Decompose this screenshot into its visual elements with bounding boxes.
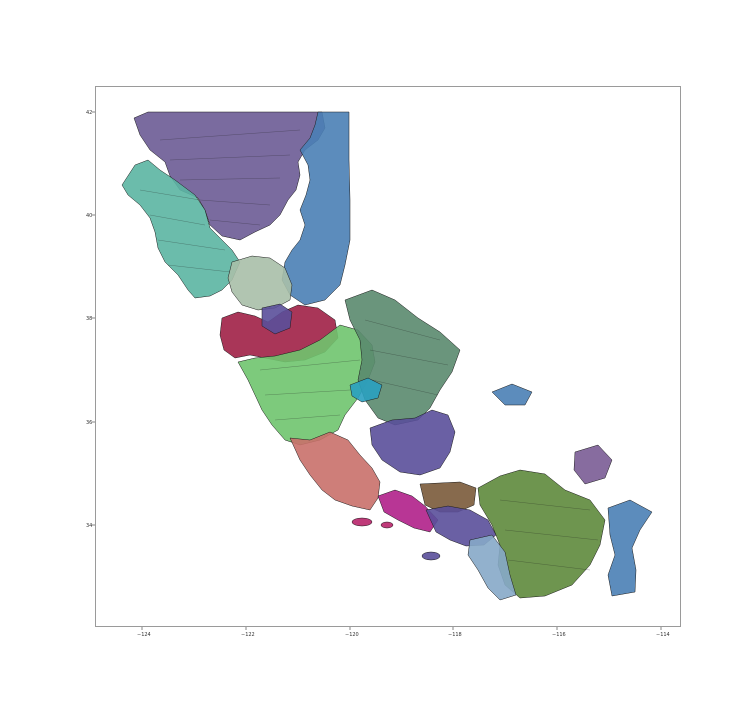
x-tick-label: −124 bbox=[137, 632, 151, 638]
region-coast-salmon bbox=[289, 431, 381, 511]
region-teal-small bbox=[349, 377, 383, 403]
region-east-blue bbox=[607, 499, 653, 597]
region-northeast-blue bbox=[281, 111, 351, 306]
x-tick-label: −114 bbox=[656, 632, 670, 638]
tract-lines-socal bbox=[499, 499, 599, 571]
x-axis: −124 −122 −120 −118 −116 −114 bbox=[137, 627, 670, 638]
region-sierra-slate bbox=[344, 289, 461, 426]
x-tick-label: −120 bbox=[345, 632, 359, 638]
tract-lines-north bbox=[159, 129, 301, 226]
region-sandiego-lightblue bbox=[467, 534, 517, 601]
y-tick-label: 42 bbox=[86, 110, 92, 116]
y-axis: 42 40 38 36 34 bbox=[86, 110, 95, 529]
x-tick-label: −116 bbox=[552, 632, 566, 638]
y-tick-label: 34 bbox=[86, 523, 92, 529]
region-northwest-teal bbox=[121, 159, 241, 299]
island-anacapa bbox=[380, 521, 394, 529]
region-sacramento-sage bbox=[227, 255, 293, 311]
tract-boundaries bbox=[139, 129, 599, 571]
region-la-brown bbox=[419, 481, 477, 513]
tract-lines-central bbox=[259, 359, 361, 421]
region-bay-violet bbox=[261, 303, 293, 335]
region-inyo-blue bbox=[491, 383, 533, 406]
tract-lines-teal bbox=[139, 189, 231, 273]
island-santa-cruz bbox=[351, 517, 373, 527]
y-tick-label: 36 bbox=[86, 420, 92, 426]
y-tick-label: 38 bbox=[86, 316, 92, 322]
island-catalina bbox=[421, 551, 441, 561]
y-tick-label: 40 bbox=[86, 213, 92, 219]
tract-lines-sierra bbox=[364, 319, 449, 396]
regions bbox=[121, 111, 653, 601]
region-central-violet bbox=[369, 409, 456, 476]
x-tick-label: −122 bbox=[241, 632, 255, 638]
x-tick-label: −118 bbox=[448, 632, 462, 638]
region-desert-purple bbox=[573, 444, 613, 485]
